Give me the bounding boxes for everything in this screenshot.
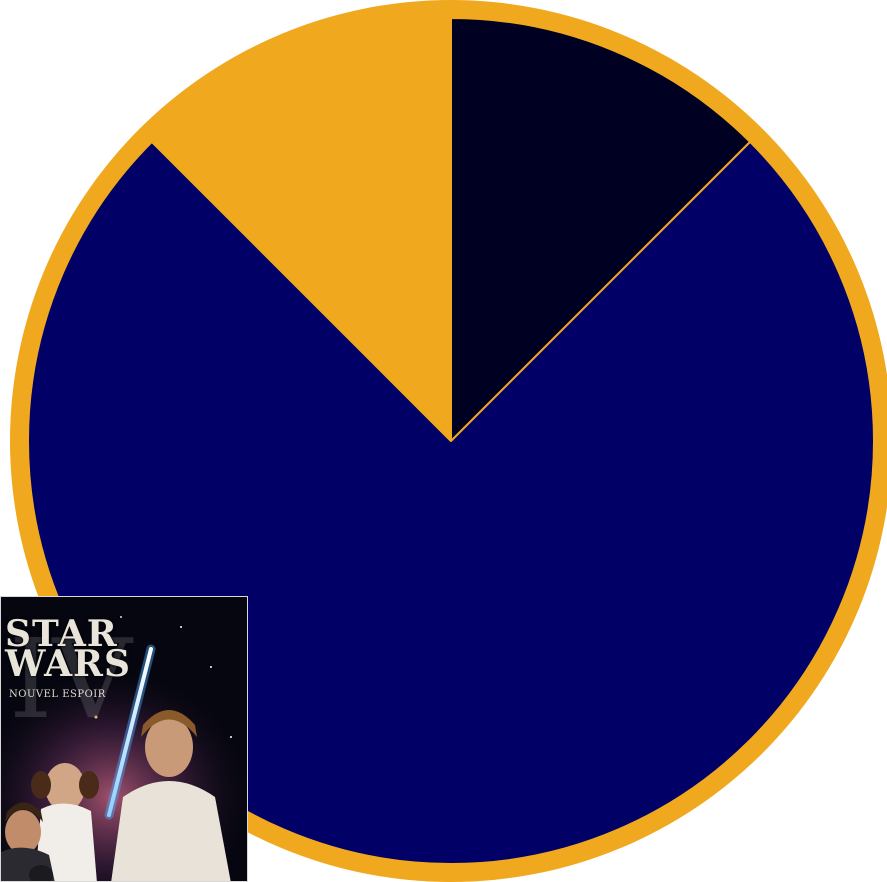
- poster-subtitle: NOUVEL ESPOIR: [9, 689, 106, 700]
- pie-slice-3: [150, 17, 452, 442]
- poster-episode-numeral: IV: [9, 615, 134, 743]
- poster-title-line2: WARS: [5, 643, 131, 685]
- poster-artwork: IV: [1, 597, 247, 881]
- pie-slice-1: [450, 17, 752, 442]
- poster-title-line1: STAR: [5, 613, 118, 655]
- movie-poster-thumbnail: IV STAR WARS NOUVEL ESPOIR: [0, 596, 248, 882]
- poster-title: STAR WARS: [5, 613, 131, 685]
